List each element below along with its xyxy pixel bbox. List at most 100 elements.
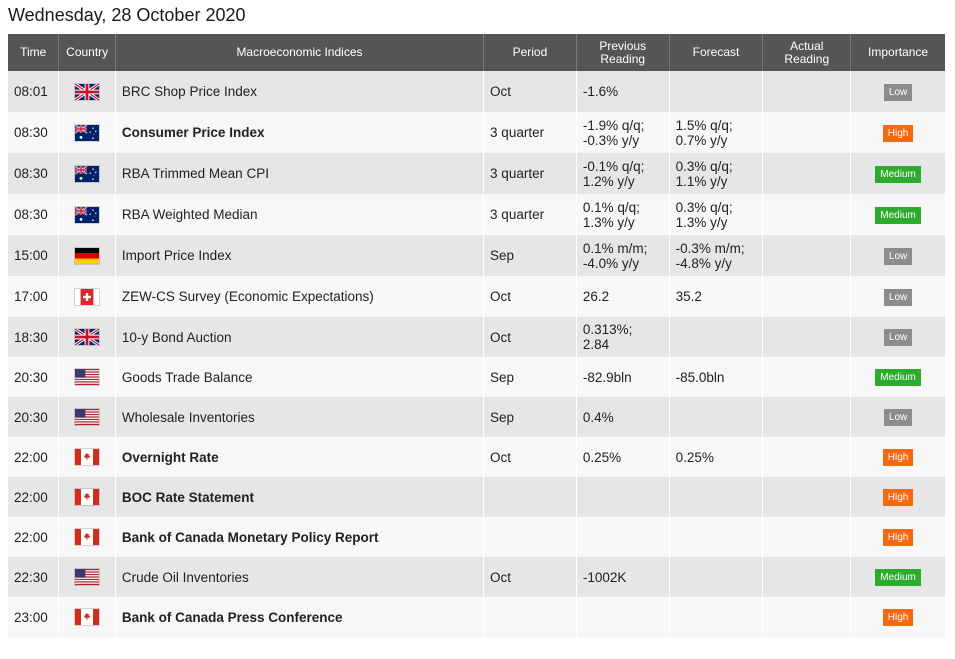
- period-cell: 3 quarter: [484, 194, 577, 235]
- economic-calendar-table: Time Country Macroeconomic Indices Perio…: [8, 34, 945, 637]
- actual-cell: [763, 597, 852, 637]
- canada-flag-icon: [75, 609, 100, 626]
- country-cell: [59, 397, 116, 437]
- time-cell: 18:30: [8, 317, 60, 357]
- importance-badge: Medium: [875, 569, 921, 586]
- country-cell: [59, 557, 116, 597]
- column-header-importance[interactable]: Importance: [851, 34, 945, 71]
- importance-badge: High: [882, 449, 914, 466]
- importance-badge: Low: [883, 247, 913, 265]
- forecast-value: -0.3% m/m;: [675, 240, 745, 256]
- table-row[interactable]: 08:30 RBA Weighted Median 3 quarter 0.1% q/…: [8, 194, 945, 235]
- indicator-name[interactable]: Consumer Price Index: [115, 112, 485, 153]
- country-cell: [59, 235, 116, 276]
- importance-cell: Low: [851, 235, 945, 276]
- importance-cell: Medium: [851, 357, 945, 397]
- indicator-name[interactable]: BRC Shop Price Index: [115, 71, 485, 112]
- column-header-forecast[interactable]: Forecast: [669, 34, 764, 71]
- period-cell: Sep: [484, 397, 577, 437]
- time-cell: 17:00: [8, 276, 60, 317]
- germany-flag-icon: [75, 247, 100, 264]
- table-row[interactable]: 17:00 ZEW-CS Survey (Economic Expectation…: [8, 276, 945, 317]
- indicator-name[interactable]: BOC Rate Statement: [115, 477, 485, 517]
- table-row[interactable]: 08:30 Consumer Price Index 3 quarter -1.9% …: [8, 112, 945, 153]
- table-row[interactable]: 22:00 Overnight Rate Oct 0.25% 0.25% High: [8, 437, 945, 477]
- actual-cell: [763, 112, 852, 153]
- australia-flag-icon: [75, 165, 100, 182]
- previous-cell: -1.6%: [576, 71, 670, 112]
- column-header-actual[interactable]: Actual Reading: [763, 34, 852, 71]
- previous-cell: 26.2: [576, 276, 670, 317]
- time-cell: 08:30: [8, 153, 60, 194]
- uk-flag-icon: [75, 329, 100, 346]
- actual-cell: [763, 194, 852, 235]
- table-row[interactable]: 15:00 Import Price Index Sep 0.1% m/m; -4.0%…: [8, 235, 945, 276]
- indicator-name[interactable]: 10-y Bond Auction: [115, 317, 485, 357]
- table-row[interactable]: 08:30 RBA Trimmed Mean CPI 3 quarter -0.1% …: [8, 153, 945, 194]
- period-cell: 3 quarter: [484, 153, 577, 194]
- previous-cell: 0.1% q/q; 1.3% y/y: [576, 194, 670, 235]
- column-header-country[interactable]: Country: [59, 34, 116, 71]
- importance-badge: High: [882, 489, 914, 506]
- column-header-previous[interactable]: Previous Reading: [576, 34, 670, 71]
- forecast-value: 0.3% q/q;: [675, 158, 733, 174]
- indicator-name[interactable]: Goods Trade Balance: [115, 357, 485, 397]
- period-cell: Oct: [484, 437, 577, 477]
- column-header-time[interactable]: Time: [8, 34, 60, 71]
- indicator-name[interactable]: Bank of Canada Press Conference: [115, 597, 485, 637]
- forecast-value: 0.7% y/y: [675, 132, 728, 148]
- indicator-name[interactable]: Overnight Rate: [115, 437, 485, 477]
- importance-cell: Medium: [851, 153, 945, 194]
- importance-badge: Low: [883, 83, 913, 101]
- forecast-value: 1.1% y/y: [675, 173, 728, 189]
- previous-value: -1.9% q/q;: [582, 117, 645, 133]
- indicator-name[interactable]: Bank of Canada Monetary Policy Report: [115, 517, 485, 557]
- table-row[interactable]: 22:00 BOC Rate Statement High: [8, 477, 945, 517]
- usa-flag-icon: [75, 569, 100, 586]
- importance-cell: Medium: [851, 194, 945, 235]
- importance-cell: Low: [851, 71, 945, 112]
- importance-cell: Low: [851, 317, 945, 357]
- period-cell: Sep: [484, 357, 577, 397]
- forecast-cell: [669, 517, 764, 557]
- actual-cell: [763, 153, 852, 194]
- forecast-cell: 35.2: [669, 276, 764, 317]
- actual-cell: [763, 71, 852, 112]
- table-row[interactable]: 18:30 10-y Bond Auction Oct 0.313%; 2.84 Low: [8, 317, 945, 357]
- country-cell: [59, 71, 116, 112]
- indicator-name[interactable]: Crude Oil Inventories: [115, 557, 485, 597]
- importance-badge: Low: [883, 329, 913, 346]
- country-cell: [59, 517, 116, 557]
- table-row[interactable]: 22:30 Crude Oil Inventories Oct -1002K Mediu…: [8, 557, 945, 597]
- indicator-name[interactable]: ZEW-CS Survey (Economic Expectations): [115, 276, 485, 317]
- indicator-name[interactable]: Import Price Index: [115, 235, 485, 276]
- country-cell: [59, 437, 116, 477]
- table-row[interactable]: 08:01 BRC Shop Price Index Oct -1.6% Low: [8, 71, 945, 112]
- column-header-indices[interactable]: Macroeconomic Indices: [115, 34, 485, 71]
- period-cell: [484, 517, 577, 557]
- forecast-cell: 1.5% q/q; 0.7% y/y: [669, 112, 764, 153]
- actual-cell: [763, 477, 852, 517]
- importance-badge: Low: [883, 288, 913, 306]
- period-cell: Oct: [484, 317, 577, 357]
- previous-value: 0.1% m/m;: [582, 240, 648, 256]
- previous-value: 26.2: [582, 289, 610, 304]
- previous-value: -0.1% q/q;: [582, 158, 645, 174]
- time-cell: 08:01: [8, 71, 60, 112]
- previous-value: 1.2% y/y: [582, 173, 635, 189]
- forecast-cell: -0.3% m/m; -4.8% y/y: [669, 235, 764, 276]
- forecast-value: -85.0bln: [675, 369, 725, 385]
- usa-flag-icon: [75, 409, 100, 426]
- table-row[interactable]: 22:00 Bank of Canada Monetary Policy Repo…: [8, 517, 945, 557]
- time-cell: 22:00: [8, 477, 60, 517]
- table-row[interactable]: 20:30 Wholesale Inventories Sep 0.4% Low: [8, 397, 945, 437]
- table-row[interactable]: 23:00 Bank of Canada Press Conference High: [8, 597, 945, 637]
- usa-flag-icon: [75, 369, 100, 386]
- forecast-cell: [669, 557, 764, 597]
- indicator-name[interactable]: RBA Weighted Median: [115, 194, 485, 235]
- indicator-name[interactable]: RBA Trimmed Mean CPI: [115, 153, 485, 194]
- actual-cell: [763, 317, 852, 357]
- column-header-period[interactable]: Period: [484, 34, 577, 71]
- table-row[interactable]: 20:30 Goods Trade Balance Sep -82.9bln -85.0…: [8, 357, 945, 397]
- indicator-name[interactable]: Wholesale Inventories: [115, 397, 485, 437]
